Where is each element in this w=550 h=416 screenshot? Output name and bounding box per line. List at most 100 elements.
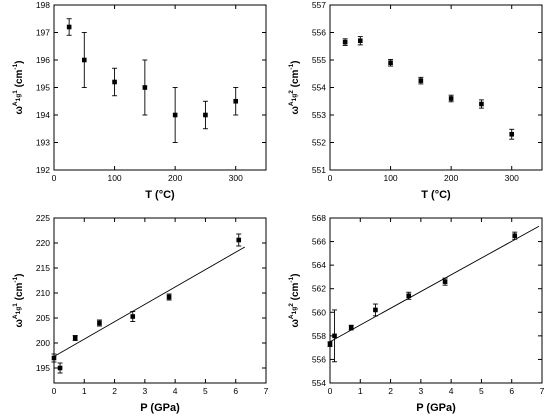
- y-axis-title-part: A: [288, 314, 295, 319]
- x-axis-title: T (°C): [145, 189, 175, 201]
- data-point: [81, 57, 87, 63]
- y-axis-title-part: (cm: [14, 282, 25, 303]
- x-tick-label: 4: [449, 386, 454, 396]
- data-point: [236, 237, 242, 243]
- y-axis-title-part: ): [290, 273, 301, 276]
- y-tick-label: 553: [312, 110, 326, 120]
- x-tick-label: 0: [328, 173, 333, 183]
- x-tick-label: 0: [52, 173, 57, 183]
- data-point: [97, 320, 102, 326]
- y-axis-title-part: (cm: [290, 69, 301, 90]
- y-tick-label: 205: [36, 313, 50, 323]
- data-point: [509, 131, 515, 137]
- x-tick-label: 3: [418, 386, 423, 396]
- data-point: [233, 98, 239, 104]
- y-tick-label: 562: [312, 284, 326, 294]
- y-tick-label: 560: [312, 307, 326, 317]
- x-tick-label: 300: [505, 173, 519, 183]
- x-tick-label: 6: [233, 386, 238, 396]
- data-point: [327, 341, 333, 347]
- y-tick-label: 557: [312, 0, 326, 10]
- fit-line: [53, 246, 246, 357]
- data-point: [332, 333, 337, 339]
- y-tick-label: 568: [312, 213, 326, 223]
- y-tick-label: 192: [36, 165, 50, 175]
- y-axis-title-part: ω: [290, 319, 301, 328]
- data-point: [166, 294, 172, 300]
- data-point: [357, 38, 363, 44]
- plot-frame: [329, 4, 543, 171]
- data-point: [512, 233, 518, 238]
- x-tick-label: 2: [112, 386, 117, 396]
- y-tick-label: 564: [312, 260, 326, 270]
- y-tick-label: 551: [312, 165, 326, 175]
- y-tick-label: 215: [36, 263, 50, 273]
- y-axis-title-part: 1: [12, 90, 19, 94]
- data-point: [448, 96, 454, 101]
- x-tick-label: 3: [142, 386, 147, 396]
- data-point: [373, 307, 378, 313]
- y-axis-title-part: 1g: [15, 94, 22, 102]
- x-tick-label: 5: [479, 386, 484, 396]
- y-axis-title-part: 2: [288, 303, 295, 307]
- y-axis-title-part: ): [14, 60, 25, 63]
- y-axis-title: ωA1g2 (cm-1): [288, 273, 301, 327]
- y-tick-label: 196: [36, 55, 50, 65]
- data-point: [51, 355, 57, 361]
- data-point: [406, 293, 412, 299]
- data-point: [72, 335, 78, 341]
- data-point: [112, 79, 117, 85]
- y-tick-label: 554: [312, 378, 326, 388]
- y-tick-label: 198: [36, 0, 50, 10]
- y-tick-label: 193: [36, 138, 50, 148]
- x-tick-label: 6: [509, 386, 514, 396]
- y-axis-title: ωA1g1 (cm-1): [12, 60, 25, 114]
- data-point: [479, 101, 484, 107]
- y-axis-title-part: A: [288, 101, 295, 106]
- data-point: [142, 85, 148, 90]
- y-axis-title: ωA1g2 (cm-1): [288, 60, 301, 114]
- y-axis-title-part: 1g: [291, 307, 298, 315]
- y-tick-label: 554: [312, 83, 326, 93]
- y-axis-title-part: ): [14, 273, 25, 276]
- chart-panel-1: 0 100 200 300 192 193 194 195 196 197 198 T (°C) ωA1…: [12, 0, 267, 201]
- x-tick-label: 100: [107, 173, 121, 183]
- chart-panel-4: 0 1 2 3 4 5 6 7 554 556 558 560 562 564 566 568 P (GPa) ω…: [288, 213, 545, 414]
- y-tick-label: 552: [312, 138, 326, 148]
- y-tick-label: 200: [36, 338, 50, 348]
- data-point: [66, 24, 72, 30]
- data-point: [348, 325, 354, 330]
- data-point: [442, 279, 448, 284]
- x-tick-label: 300: [229, 173, 243, 183]
- x-tick-label: 0: [328, 386, 333, 396]
- y-axis-title-part: 1g: [15, 307, 22, 315]
- x-tick-label: 4: [173, 386, 178, 396]
- y-tick-label: 220: [36, 238, 50, 248]
- y-tick-label: 558: [312, 331, 326, 341]
- y-axis-title-part: ): [290, 60, 301, 63]
- x-tick-label: 7: [264, 386, 269, 396]
- y-tick-label: 566: [312, 237, 326, 247]
- x-axis-title: P (GPa): [416, 402, 456, 414]
- y-tick-label: 194: [36, 110, 50, 120]
- y-axis-title-part: 1g: [291, 94, 298, 102]
- x-tick-label: 200: [168, 173, 182, 183]
- y-tick-label: 197: [36, 28, 50, 38]
- chart-panel-2: 0 100 200 300 551 552 553 554 555 556 557 T (°C) ωA1…: [288, 0, 543, 201]
- x-tick-label: 100: [383, 173, 397, 183]
- y-axis-title-part: -1: [288, 276, 295, 282]
- fit-line: [329, 225, 540, 343]
- y-axis-title-part: (cm: [14, 69, 25, 90]
- y-axis-title-part: ω: [14, 319, 25, 328]
- plot-frame: [53, 217, 267, 384]
- y-tick-label: 195: [36, 363, 50, 373]
- y-tick-label: 195: [36, 83, 50, 93]
- x-axis-title: T (°C): [421, 189, 451, 201]
- data-point: [203, 112, 208, 118]
- x-tick-label: 7: [540, 386, 545, 396]
- y-axis-title-part: -1: [12, 63, 19, 69]
- x-tick-label: 0: [52, 386, 57, 396]
- data-point: [57, 365, 63, 371]
- y-axis-title-part: 2: [288, 90, 295, 94]
